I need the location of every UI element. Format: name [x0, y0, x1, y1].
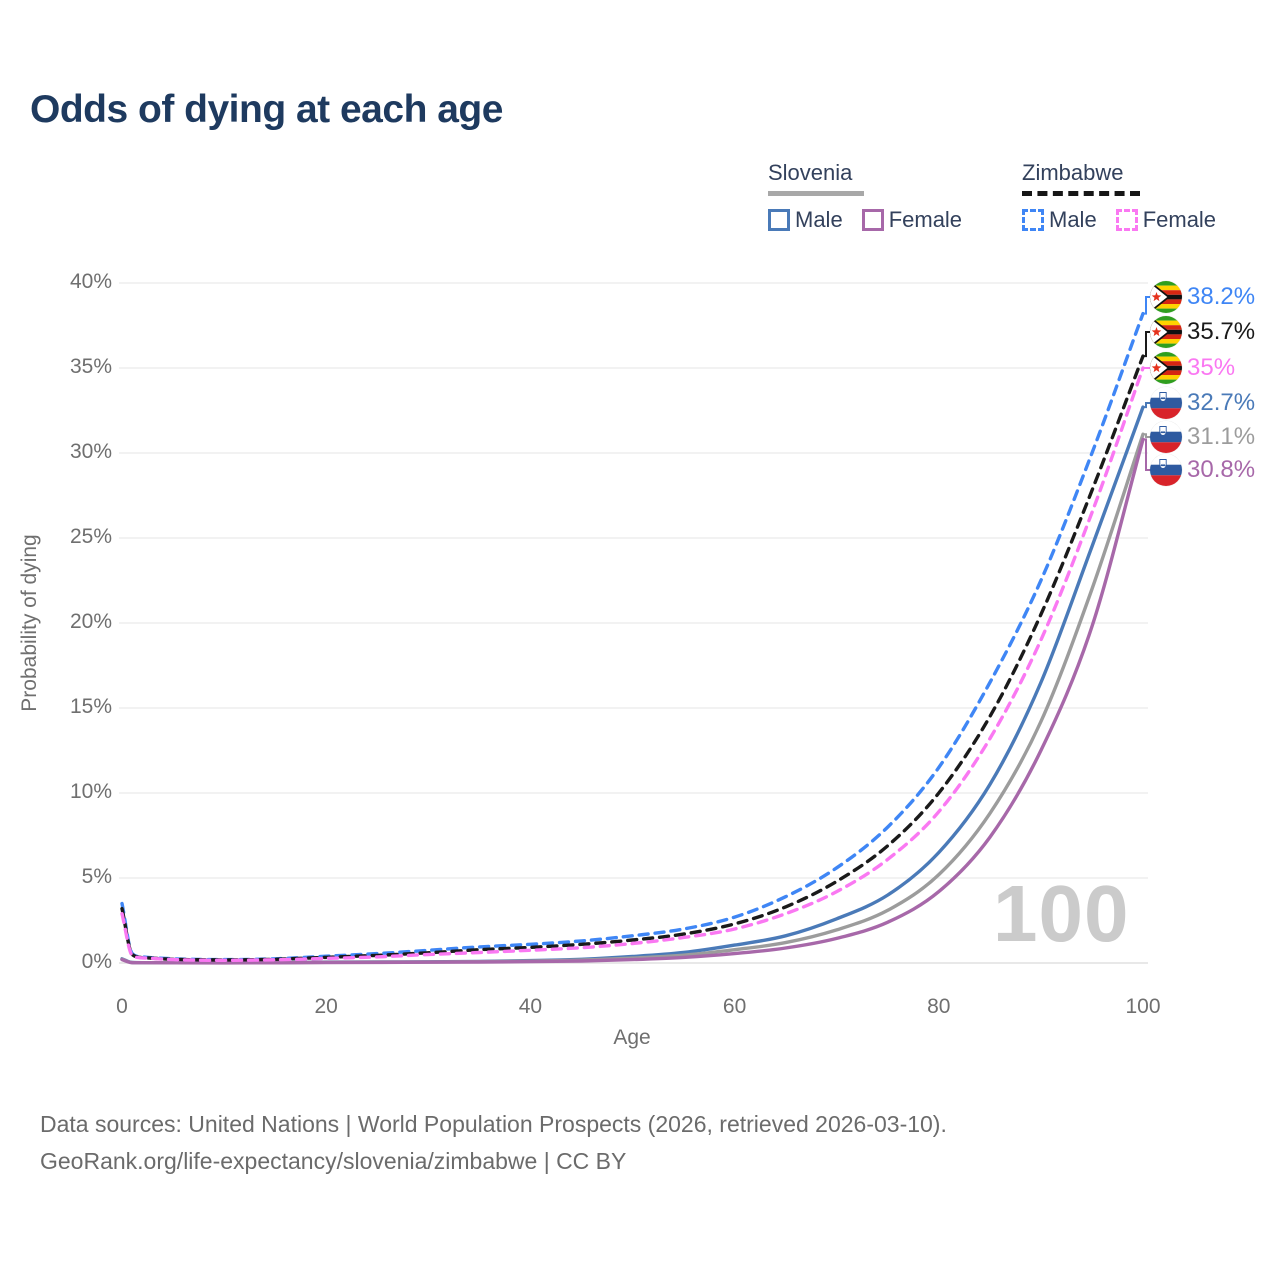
- legend-item-zimbabwe-female[interactable]: Female: [1115, 207, 1217, 233]
- end-label-zimbabwe-male: 38.2%: [1150, 281, 1255, 313]
- legend-group-slovenia: Slovenia Male Female: [768, 160, 962, 233]
- page-title: Odds of dying at each age: [30, 88, 503, 131]
- x-tick-label: 60: [722, 995, 747, 1018]
- x-axis-title: Age: [613, 1026, 651, 1049]
- series-line-slovenia-both: [120, 432, 1145, 965]
- y-tick-label: 30%: [69, 440, 112, 463]
- y-tick-label: 25%: [69, 525, 112, 548]
- end-label-leader: [1143, 438, 1151, 471]
- end-label-leader: [1143, 331, 1151, 358]
- y-tick-label: 0%: [81, 950, 112, 973]
- legend-item-zimbabwe-male[interactable]: Male: [1022, 207, 1097, 233]
- end-label-slovenia-female: 30.8%: [1150, 454, 1255, 486]
- end-value-label: 38.2%: [1187, 283, 1256, 310]
- series-line-zimbabwe-female: [120, 366, 1145, 963]
- end-value-label: 31.1%: [1187, 423, 1256, 450]
- series-line-slovenia-female: [120, 437, 1145, 965]
- end-value-label: 30.8%: [1187, 456, 1256, 483]
- y-tick-label: 5%: [81, 865, 112, 888]
- zimbabwe-line-swatch: [1022, 191, 1140, 196]
- slovenia-male-swatch: [768, 209, 790, 231]
- slovenia-female-swatch: [861, 209, 884, 231]
- legend-label: Female: [888, 207, 963, 232]
- attribution-text: GeoRank.org/life-expectancy/slovenia/zim…: [40, 1148, 627, 1174]
- y-tick-label: 15%: [69, 695, 112, 718]
- zimbabwe-male-swatch: [1022, 209, 1044, 231]
- series-line-zimbabwe-both: [120, 354, 1145, 962]
- flag-icon-zimbabwe: [1150, 281, 1182, 313]
- legend-label: Male: [1049, 207, 1097, 232]
- series-line-zimbabwe-male: [120, 311, 1145, 962]
- legend-country-zimbabwe[interactable]: Zimbabwe: [1022, 160, 1124, 185]
- end-label-slovenia-male: 32.7%: [1150, 387, 1255, 419]
- end-label-zimbabwe-both: 35.7%: [1150, 316, 1255, 348]
- slovenia-line-swatch: [768, 191, 864, 196]
- data-sources-text: Data sources: United Nations | World Pop…: [40, 1111, 947, 1137]
- y-tick-label: 20%: [69, 610, 112, 633]
- flag-icon-zimbabwe: [1150, 352, 1182, 384]
- end-label-leader: [1143, 296, 1151, 315]
- legend-label: Female: [1142, 207, 1217, 232]
- end-label-leader: [1143, 402, 1151, 409]
- y-tick-label: 35%: [69, 355, 112, 378]
- end-value-label: 35.7%: [1187, 318, 1256, 345]
- age-counter-watermark: 100: [993, 869, 1130, 958]
- flag-icon-slovenia: [1150, 421, 1182, 453]
- y-tick-label: 10%: [69, 780, 112, 803]
- end-value-label: 32.7%: [1187, 389, 1256, 416]
- footer: Data sources: United Nations | World Pop…: [40, 1106, 947, 1180]
- x-tick-label: 0: [116, 995, 128, 1018]
- end-label-leader: [1143, 433, 1151, 438]
- legend-label: Male: [795, 207, 843, 232]
- zimbabwe-female-swatch: [1115, 209, 1138, 231]
- x-tick-label: 100: [1125, 995, 1161, 1018]
- x-tick-label: 40: [518, 995, 543, 1018]
- y-tick-label: 40%: [69, 270, 112, 293]
- end-value-label: 35%: [1187, 354, 1236, 381]
- end-label-zimbabwe-female: 35%: [1150, 352, 1235, 384]
- legend-group-zimbabwe: Zimbabwe Male Female: [1022, 160, 1216, 233]
- flag-icon-zimbabwe: [1150, 316, 1182, 348]
- legend-item-slovenia-female[interactable]: Female: [861, 207, 963, 233]
- end-label-slovenia-both: 31.1%: [1150, 421, 1255, 453]
- flag-icon-slovenia: [1150, 454, 1182, 486]
- flag-icon-slovenia: [1150, 387, 1182, 419]
- x-tick-label: 80: [927, 995, 951, 1018]
- legend-item-slovenia-male[interactable]: Male: [768, 207, 843, 233]
- x-tick-label: 20: [314, 995, 338, 1018]
- legend-country-slovenia[interactable]: Slovenia: [768, 160, 853, 185]
